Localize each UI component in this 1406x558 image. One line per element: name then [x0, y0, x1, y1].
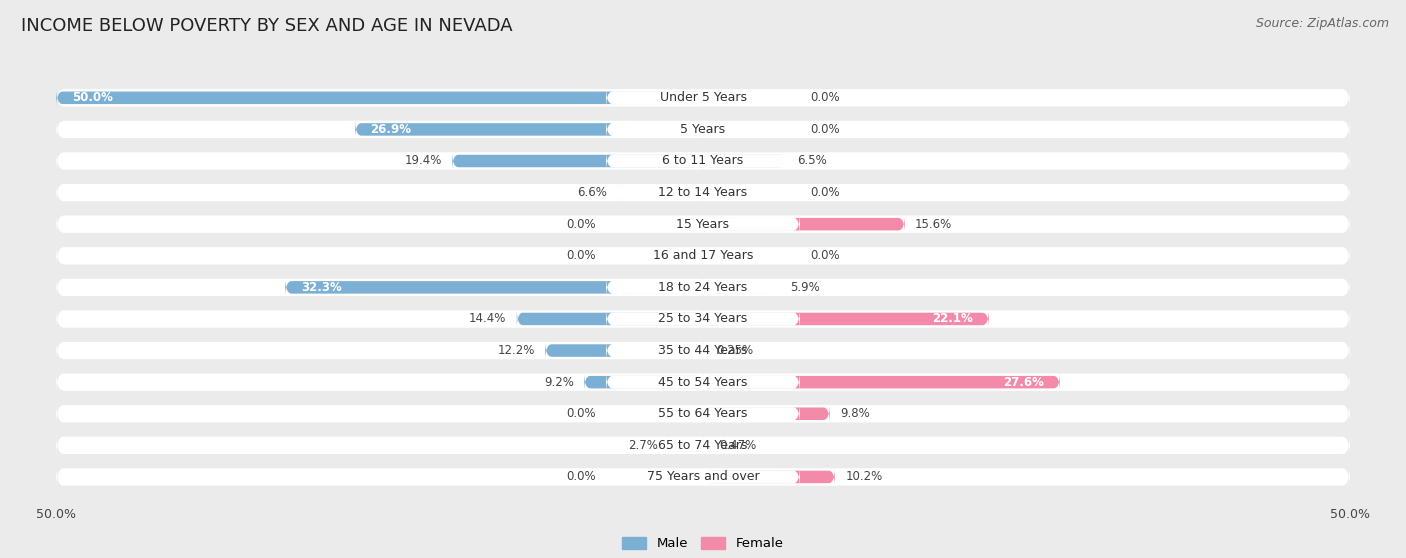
Text: 75 Years and over: 75 Years and over — [647, 470, 759, 483]
Text: 6 to 11 Years: 6 to 11 Years — [662, 155, 744, 167]
FancyBboxPatch shape — [583, 373, 703, 392]
Text: 19.4%: 19.4% — [405, 155, 441, 167]
Text: INCOME BELOW POVERTY BY SEX AND AGE IN NEVADA: INCOME BELOW POVERTY BY SEX AND AGE IN N… — [21, 17, 513, 35]
FancyBboxPatch shape — [606, 150, 800, 172]
FancyBboxPatch shape — [606, 340, 800, 362]
Legend: Male, Female: Male, Female — [617, 532, 789, 556]
FancyBboxPatch shape — [668, 436, 703, 455]
Text: 9.2%: 9.2% — [544, 376, 574, 389]
Text: 0.47%: 0.47% — [720, 439, 756, 452]
Text: Under 5 Years: Under 5 Years — [659, 92, 747, 104]
Text: 55 to 64 Years: 55 to 64 Years — [658, 407, 748, 420]
FancyBboxPatch shape — [56, 151, 1350, 171]
FancyBboxPatch shape — [606, 308, 800, 330]
FancyBboxPatch shape — [56, 435, 1350, 455]
Text: 5 Years: 5 Years — [681, 123, 725, 136]
Text: 50.0%: 50.0% — [72, 92, 112, 104]
FancyBboxPatch shape — [703, 151, 787, 171]
Text: 0.0%: 0.0% — [810, 249, 839, 262]
Text: 12.2%: 12.2% — [498, 344, 534, 357]
FancyBboxPatch shape — [56, 119, 1350, 140]
FancyBboxPatch shape — [56, 340, 1350, 361]
FancyBboxPatch shape — [606, 277, 800, 298]
Text: 0.0%: 0.0% — [810, 186, 839, 199]
FancyBboxPatch shape — [617, 183, 703, 202]
Text: 0.0%: 0.0% — [810, 123, 839, 136]
Text: 5.9%: 5.9% — [790, 281, 820, 294]
Text: 65 to 74 Years: 65 to 74 Years — [658, 439, 748, 452]
FancyBboxPatch shape — [546, 341, 703, 360]
Text: 25 to 34 Years: 25 to 34 Years — [658, 312, 748, 325]
FancyBboxPatch shape — [700, 341, 710, 360]
FancyBboxPatch shape — [517, 310, 703, 329]
FancyBboxPatch shape — [356, 120, 703, 139]
FancyBboxPatch shape — [606, 466, 800, 488]
Text: 22.1%: 22.1% — [932, 312, 973, 325]
FancyBboxPatch shape — [56, 88, 703, 107]
FancyBboxPatch shape — [56, 466, 1350, 487]
Text: 16 and 17 Years: 16 and 17 Years — [652, 249, 754, 262]
Text: 6.5%: 6.5% — [797, 155, 827, 167]
FancyBboxPatch shape — [703, 215, 905, 234]
Text: 10.2%: 10.2% — [845, 470, 883, 483]
Text: 15 Years: 15 Years — [676, 218, 730, 230]
Text: 12 to 14 Years: 12 to 14 Years — [658, 186, 748, 199]
Text: 0.0%: 0.0% — [567, 249, 596, 262]
FancyBboxPatch shape — [56, 214, 1350, 234]
Text: 14.4%: 14.4% — [470, 312, 506, 325]
Text: 0.25%: 0.25% — [717, 344, 754, 357]
FancyBboxPatch shape — [56, 182, 1350, 203]
FancyBboxPatch shape — [616, 183, 624, 202]
Text: 9.8%: 9.8% — [841, 407, 870, 420]
Text: 2.7%: 2.7% — [628, 439, 658, 452]
Text: 0.0%: 0.0% — [567, 407, 596, 420]
FancyBboxPatch shape — [606, 182, 800, 204]
FancyBboxPatch shape — [56, 403, 1350, 424]
FancyBboxPatch shape — [703, 436, 710, 455]
Text: 0.0%: 0.0% — [567, 218, 596, 230]
FancyBboxPatch shape — [56, 372, 1350, 392]
FancyBboxPatch shape — [606, 87, 800, 109]
FancyBboxPatch shape — [606, 245, 800, 267]
FancyBboxPatch shape — [606, 371, 800, 393]
FancyBboxPatch shape — [668, 436, 724, 455]
Text: 26.9%: 26.9% — [371, 123, 412, 136]
Text: Source: ZipAtlas.com: Source: ZipAtlas.com — [1256, 17, 1389, 30]
Text: 35 to 44 Years: 35 to 44 Years — [658, 344, 748, 357]
Text: 0.0%: 0.0% — [567, 470, 596, 483]
Text: 6.6%: 6.6% — [578, 186, 607, 199]
FancyBboxPatch shape — [703, 404, 830, 424]
FancyBboxPatch shape — [703, 373, 1060, 392]
FancyBboxPatch shape — [56, 88, 1350, 108]
FancyBboxPatch shape — [56, 309, 1350, 329]
FancyBboxPatch shape — [606, 119, 800, 140]
FancyBboxPatch shape — [703, 468, 835, 487]
Text: 27.6%: 27.6% — [1004, 376, 1045, 389]
Text: 18 to 24 Years: 18 to 24 Years — [658, 281, 748, 294]
FancyBboxPatch shape — [703, 310, 988, 329]
FancyBboxPatch shape — [606, 435, 800, 456]
FancyBboxPatch shape — [453, 151, 703, 171]
FancyBboxPatch shape — [56, 246, 1350, 266]
Text: 0.0%: 0.0% — [810, 92, 839, 104]
FancyBboxPatch shape — [606, 213, 800, 235]
FancyBboxPatch shape — [285, 278, 703, 297]
Text: 45 to 54 Years: 45 to 54 Years — [658, 376, 748, 389]
Text: 15.6%: 15.6% — [915, 218, 952, 230]
FancyBboxPatch shape — [606, 403, 800, 425]
FancyBboxPatch shape — [703, 278, 779, 297]
FancyBboxPatch shape — [56, 277, 1350, 297]
Text: 32.3%: 32.3% — [301, 281, 342, 294]
